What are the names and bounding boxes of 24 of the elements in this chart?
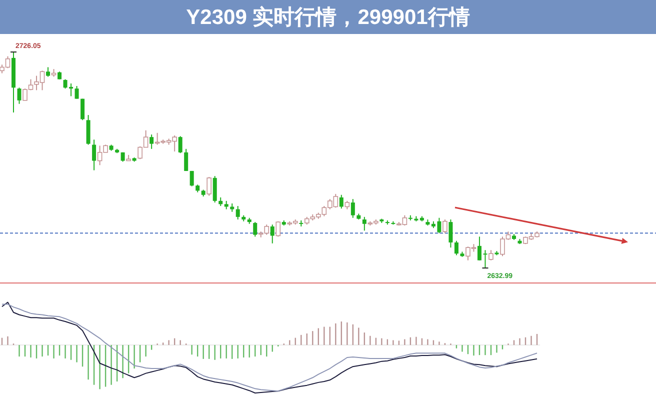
candlestick	[150, 134, 154, 150]
candlestick	[454, 240, 458, 256]
candlestick	[362, 216, 366, 232]
chart-title: Y2309 实时行情，299901行情	[186, 5, 470, 29]
candlestick	[80, 98, 85, 121]
candlestick	[74, 86, 79, 100]
candlestick	[184, 148, 188, 172]
candlestick	[350, 198, 355, 218]
candlestick	[448, 218, 453, 248]
candlestick	[276, 220, 281, 238]
candlestick	[46, 66, 50, 78]
candlestick	[339, 194, 344, 210]
candlestick	[212, 176, 217, 204]
candlestick	[270, 224, 274, 244]
candlestick	[488, 250, 494, 261]
candlestick	[92, 139, 96, 171]
candlestick	[17, 87, 22, 104]
candlestick	[86, 114, 90, 146]
candlestick	[442, 218, 448, 234]
candlestick	[236, 206, 240, 220]
candlestick	[190, 170, 194, 187]
candlestick	[253, 222, 258, 238]
candlestick	[178, 136, 182, 154]
candlestick	[206, 176, 212, 196]
